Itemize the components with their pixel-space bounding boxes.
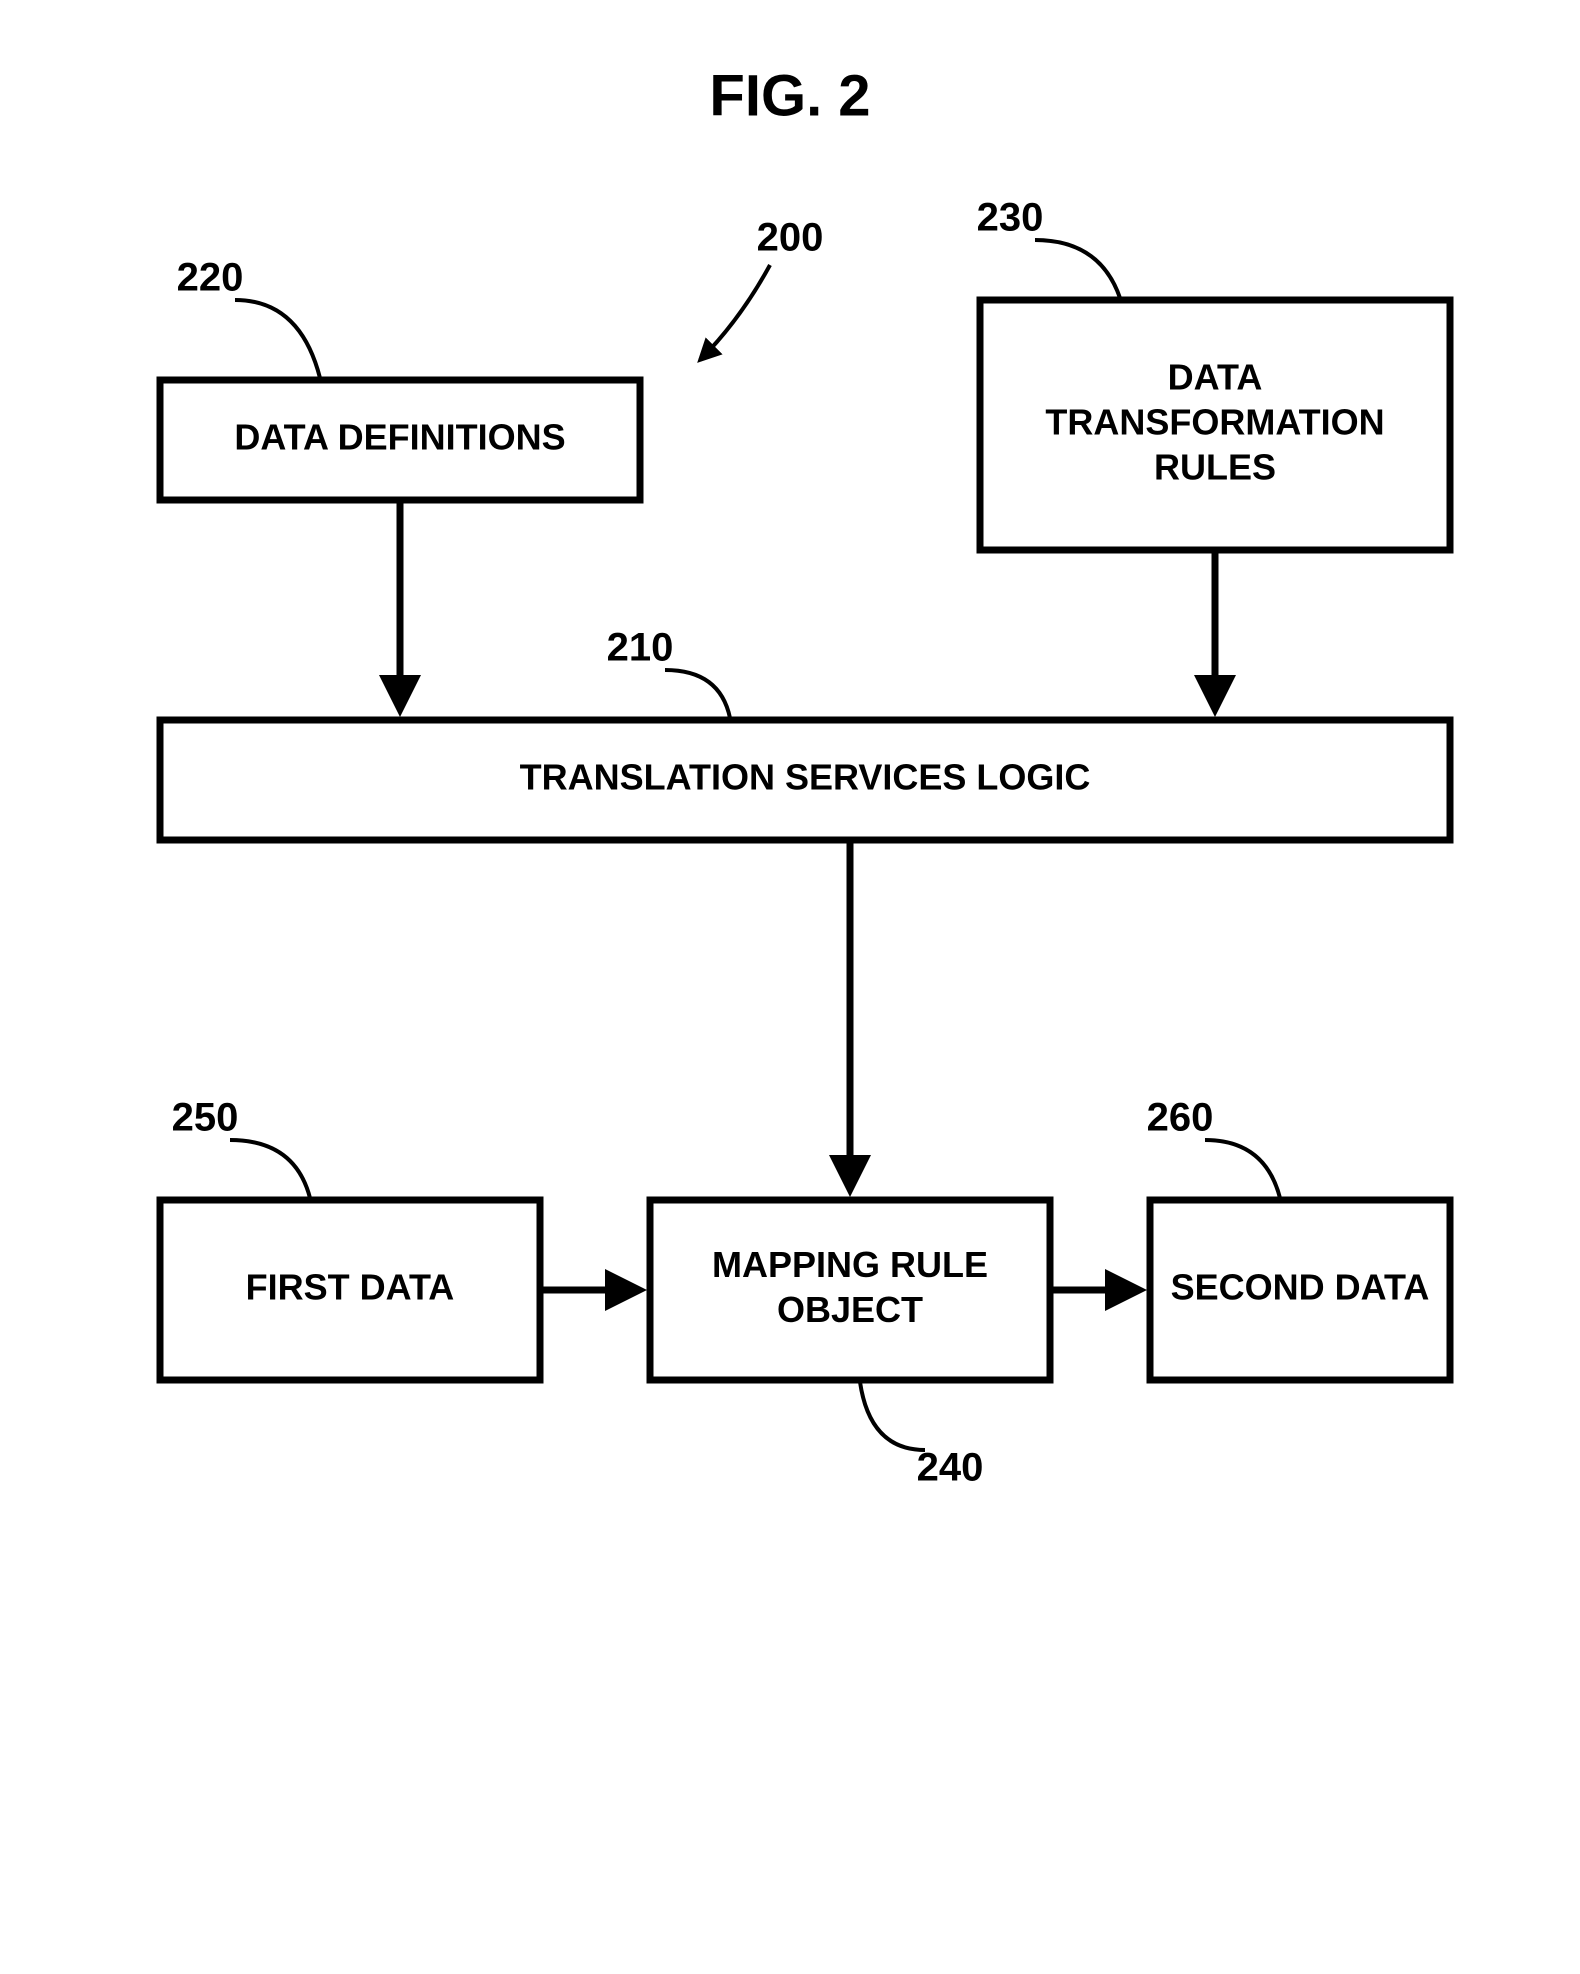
box-label-mapping-rule-object-line-0: MAPPING RULE [712, 1244, 988, 1285]
box-label-data-definitions-line-0: DATA DEFINITIONS [234, 417, 565, 458]
box-data-definitions: DATA DEFINITIONS [160, 380, 640, 500]
ref-220-label: 220 [177, 256, 244, 300]
ref-210-label: 210 [607, 626, 674, 670]
box-label-mapping-rule-object-line-1: OBJECT [777, 1289, 923, 1330]
ref-230-label: 230 [977, 196, 1044, 240]
ref-240-leader [860, 1382, 925, 1450]
ref-220-leader [235, 300, 320, 378]
box-data-transformation-rules: DATATRANSFORMATIONRULES [980, 300, 1450, 550]
overall-ref-label: 200 [757, 216, 824, 260]
box-label-data-transformation-rules-line-0: DATA [1168, 357, 1263, 398]
box-first-data: FIRST DATA [160, 1200, 540, 1380]
ref-240-label: 240 [917, 1446, 984, 1490]
ref-260-label: 260 [1147, 1096, 1214, 1140]
box-second-data: SECOND DATA [1150, 1200, 1450, 1380]
ref-230-leader [1035, 240, 1120, 298]
box-translation-services-logic: TRANSLATION SERVICES LOGIC [160, 720, 1450, 840]
figure-title: FIG. 2 [709, 63, 870, 128]
box-label-first-data-line-0: FIRST DATA [246, 1267, 455, 1308]
box-mapping-rule-object: MAPPING RULEOBJECT [650, 1200, 1050, 1380]
arrows [400, 500, 1215, 1290]
box-label-data-transformation-rules-line-2: RULES [1154, 447, 1276, 488]
ref-260-leader [1205, 1140, 1280, 1198]
box-label-data-transformation-rules-line-1: TRANSFORMATION [1045, 402, 1384, 443]
ref-250-leader [230, 1140, 310, 1198]
ref-210-leader [665, 670, 730, 718]
box-label-translation-services-logic-line-0: TRANSLATION SERVICES LOGIC [520, 757, 1091, 798]
ref-250-label: 250 [172, 1096, 239, 1140]
overall-ref-pointer: 200 [700, 216, 823, 360]
box-label-second-data-line-0: SECOND DATA [1171, 1267, 1430, 1308]
